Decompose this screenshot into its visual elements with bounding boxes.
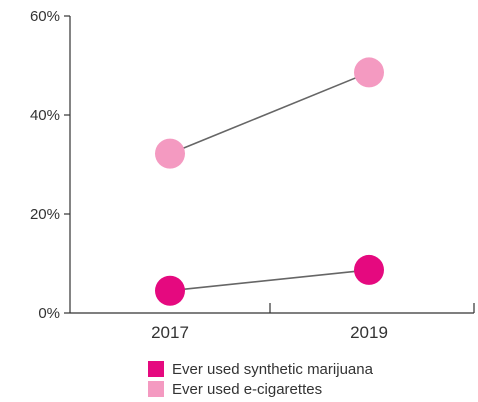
series-1-point-2019 <box>354 57 384 88</box>
legend-item-synthetic-marijuana: Ever used synthetic marijuana <box>148 359 373 379</box>
x-tick-label-2017: 2017 <box>151 323 189 342</box>
legend-swatch-e-cigarettes <box>148 381 164 397</box>
legend: Ever used synthetic marijuana Ever used … <box>148 359 373 399</box>
legend-item-e-cigarettes: Ever used e-cigarettes <box>148 379 373 399</box>
y-tick-label-0: 0% <box>38 305 60 322</box>
x-tick-label-2019: 2019 <box>350 323 388 342</box>
legend-label-e-cigarettes: Ever used e-cigarettes <box>172 380 323 398</box>
series-0-line-0 <box>169 269 370 292</box>
y-tick-label-3: 60% <box>30 8 60 25</box>
legend-swatch-synthetic-marijuana <box>148 361 164 377</box>
series-1-line-0 <box>169 71 370 155</box>
legend-label-synthetic-marijuana: Ever used synthetic marijuana <box>172 360 373 378</box>
series-0-point-2017 <box>155 275 185 306</box>
y-tick-label-2: 40% <box>30 107 60 124</box>
series-0-point-2019 <box>354 254 384 285</box>
y-tick-label-1: 20% <box>30 206 60 223</box>
series-1-point-2017 <box>155 138 185 169</box>
